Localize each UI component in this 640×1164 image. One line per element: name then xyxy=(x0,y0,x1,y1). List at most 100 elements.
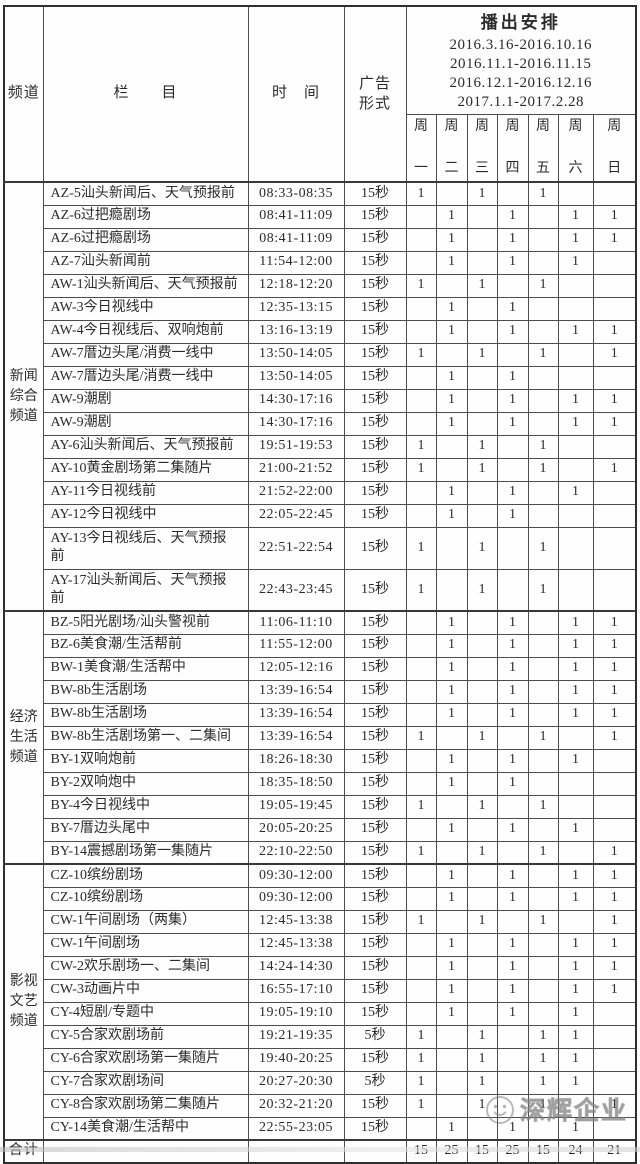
ad-format: 15秒 xyxy=(343,1001,407,1026)
day-count: 1 xyxy=(592,319,637,344)
day-count: 1 xyxy=(496,365,529,390)
time-range-text: 11:06-11:10 xyxy=(259,614,333,630)
program-name-text: BY-4今日视线中 xyxy=(50,798,151,814)
day-count-text: 1 xyxy=(417,844,425,860)
total-value: 15 xyxy=(536,1143,550,1159)
day-count-text: 1 xyxy=(448,323,455,339)
day-char: 二 xyxy=(444,160,459,176)
day-count xyxy=(527,411,559,436)
program-name-text: AY-10黄金剧场第二集随片 xyxy=(50,461,213,477)
day-count-text: 1 xyxy=(478,438,486,454)
day-count: 1 xyxy=(405,1024,437,1049)
day-char: 五 xyxy=(536,160,550,176)
day-count: 1 xyxy=(557,863,594,888)
day-count xyxy=(557,365,594,390)
day-count xyxy=(466,863,498,888)
day-count: 1 xyxy=(496,411,529,436)
day-count: 1 xyxy=(557,227,594,252)
day-count xyxy=(466,978,498,1003)
day-count: 1 xyxy=(592,863,637,888)
day-count-text: 1 xyxy=(478,798,486,814)
schedule-row: CW-1午间剧场 12:45-13:38 15秒 1 1 1 1 xyxy=(4,932,637,957)
day-count xyxy=(435,1024,468,1049)
day-count xyxy=(527,503,559,528)
header-program: 栏 目 xyxy=(42,5,249,183)
day-count-text: 1 xyxy=(448,300,455,316)
day-count: 1 xyxy=(435,817,468,842)
ad-format-text: 15秒 xyxy=(361,346,389,362)
ad-format-text: 15秒 xyxy=(361,959,389,975)
day-count: 1 xyxy=(466,434,498,459)
time-range-text: 12:45-13:38 xyxy=(259,936,333,952)
program-name: AZ-7汕头新闻前 xyxy=(42,250,249,275)
day-count-text: 1 xyxy=(572,484,579,500)
day-count-text: 1 xyxy=(610,844,618,860)
day-count: 1 xyxy=(592,886,637,911)
day-count: 1 xyxy=(496,656,529,681)
ad-format-text: 15秒 xyxy=(361,637,389,653)
channel-name-text: 新闻综合频道 xyxy=(9,368,38,424)
ad-format: 15秒 xyxy=(343,480,407,505)
day-count-text: 1 xyxy=(572,254,579,270)
day-count-text: 1 xyxy=(539,346,547,362)
program-name: BZ-6美食潮/生活帮前 xyxy=(42,633,249,658)
program-name-text: BW-8b生活剧场 xyxy=(50,706,147,722)
day-count xyxy=(527,480,559,505)
day-count: 1 xyxy=(557,250,594,275)
day-count xyxy=(496,1093,529,1118)
schedule-row: CW-1午间剧场（两集） 12:45-13:38 15秒 1 1 1 1 xyxy=(4,909,637,934)
day-count xyxy=(592,748,637,773)
day-count xyxy=(557,181,594,206)
day-count xyxy=(435,273,468,298)
day-count-text: 1 xyxy=(448,392,455,408)
day-count: 1 xyxy=(466,568,498,612)
day-count-text: 1 xyxy=(610,614,618,630)
day-count xyxy=(405,227,437,252)
day-count xyxy=(496,273,529,298)
day-count: 1 xyxy=(592,388,637,413)
header-ad-format-line1: 广告 xyxy=(358,76,391,92)
day-count xyxy=(435,181,468,206)
day-count-text: 1 xyxy=(572,1028,579,1044)
schedule-row: CY-5合家欢剧场前 19:21-19:35 5秒 1 1 1 1 xyxy=(4,1024,637,1049)
day-count xyxy=(557,909,594,934)
ad-format: 15秒 xyxy=(343,434,407,459)
day-count xyxy=(405,817,437,842)
schedule-row: AW-3今日视线中 12:35-13:15 15秒 1 1 xyxy=(4,296,637,321)
schedule-row: AW-7厝边头尾/消费一线中 13:50-14:05 15秒 1 1 1 1 xyxy=(4,342,637,367)
day-count xyxy=(405,679,437,704)
ad-format-text: 15秒 xyxy=(361,461,389,477)
schedule-row: BW-8b生活剧场 13:39-16:54 15秒 1 1 1 1 xyxy=(4,679,637,704)
day-count xyxy=(527,319,559,344)
time-range: 12:05-12:16 xyxy=(247,656,345,681)
time-range: 14:30-17:16 xyxy=(247,388,345,413)
day-count: 1 xyxy=(466,909,498,934)
day-count-text: 1 xyxy=(572,637,579,653)
time-range-text: 22:10-22:50 xyxy=(259,844,333,860)
day-count xyxy=(592,181,637,206)
day-count-text: 1 xyxy=(509,323,516,339)
channel-name: 新闻综合频道 xyxy=(3,181,44,612)
day-count-text: 1 xyxy=(572,1051,579,1067)
ad-format-text: 15秒 xyxy=(361,775,389,791)
day-count-text: 1 xyxy=(417,1051,425,1067)
week-char: 周 xyxy=(607,119,622,134)
time-range-text: 22:43-23:45 xyxy=(259,581,333,597)
day-count xyxy=(405,610,437,635)
day-count xyxy=(466,1116,498,1141)
day-count xyxy=(592,1001,637,1026)
day-count: 1 xyxy=(435,702,468,727)
day-count-text: 1 xyxy=(448,890,455,906)
day-count-text: 1 xyxy=(448,637,455,653)
day-count: 1 xyxy=(557,1116,594,1141)
day-count: 1 xyxy=(466,840,498,865)
day-count-text: 1 xyxy=(539,438,547,454)
day-count xyxy=(405,886,437,911)
day-count: 1 xyxy=(527,840,559,865)
day-count: 1 xyxy=(527,1024,559,1049)
day-count xyxy=(527,955,559,980)
day-count: 1 xyxy=(557,932,594,957)
day-count: 1 xyxy=(592,457,637,482)
program-name-text: BZ-6美食潮/生活帮前 xyxy=(50,637,182,653)
